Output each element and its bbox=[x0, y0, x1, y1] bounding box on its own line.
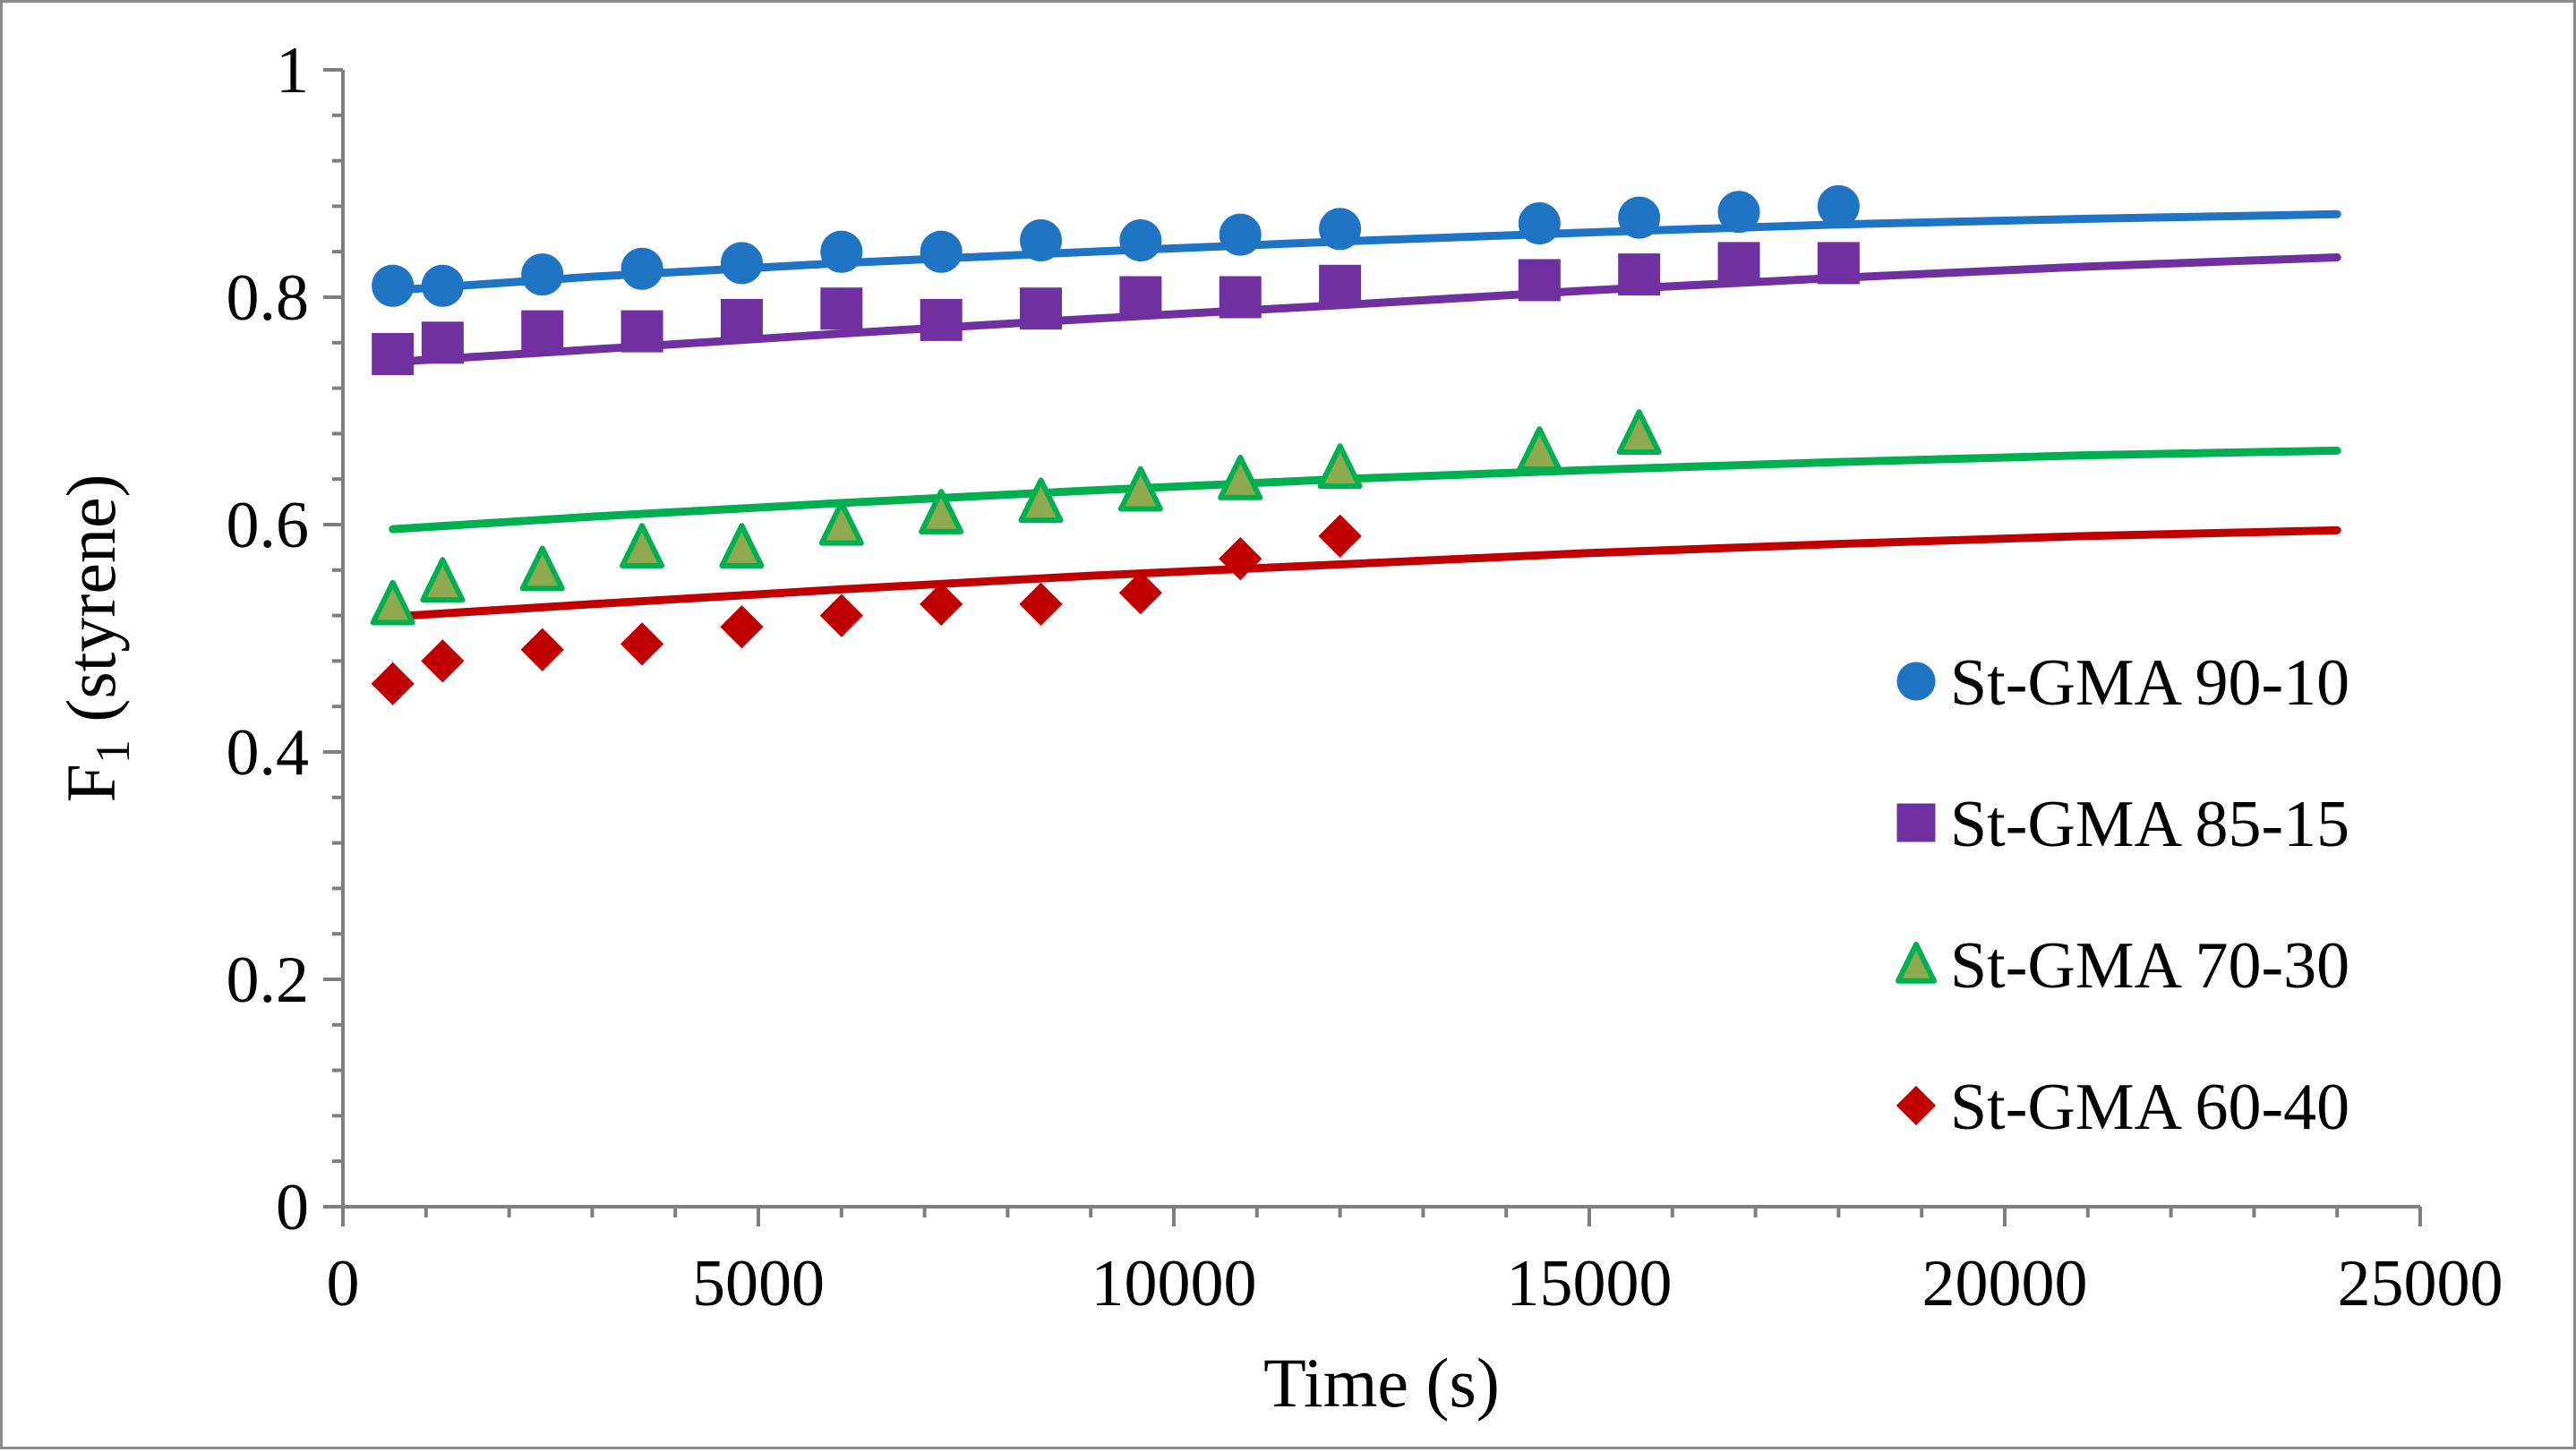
y-tick-label: 0.4 bbox=[227, 716, 310, 790]
data-point-series-2 bbox=[1119, 276, 1162, 319]
data-point-series-2 bbox=[1219, 276, 1262, 319]
data-point-series-3 bbox=[519, 545, 565, 592]
data-point-series-1 bbox=[1717, 191, 1760, 234]
legend-label-series-2: St-GMA 85-15 bbox=[1950, 788, 2349, 861]
data-point-series-4 bbox=[371, 662, 415, 705]
data-point-series-4 bbox=[819, 594, 863, 637]
data-point-series-2 bbox=[421, 321, 464, 364]
fit-line-series-3 bbox=[389, 446, 2341, 534]
data-point-series-1 bbox=[820, 230, 863, 273]
x-tick-label: 20000 bbox=[1922, 1247, 2088, 1320]
y-tick-label: 0 bbox=[276, 1171, 309, 1244]
x-tick-label: 10000 bbox=[1091, 1247, 1257, 1320]
data-point-series-1 bbox=[1119, 219, 1162, 261]
data-point-series-2 bbox=[372, 333, 415, 375]
y-axis-title-suffix: (styrene) bbox=[52, 474, 130, 739]
data-point-series-2 bbox=[820, 287, 863, 330]
data-point-series-1 bbox=[1319, 208, 1362, 251]
data-point-series-2 bbox=[1319, 264, 1362, 307]
data-point-series-3 bbox=[1616, 409, 1662, 455]
y-tick-label: 0.8 bbox=[227, 261, 310, 335]
data-point-series-1 bbox=[1219, 213, 1262, 256]
y-axis-title-main: F bbox=[52, 764, 130, 802]
data-point-series-3 bbox=[420, 557, 466, 603]
data-point-series-3 bbox=[719, 523, 765, 568]
data-point-series-1 bbox=[720, 242, 763, 285]
data-point-series-2 bbox=[1817, 242, 1860, 285]
data-point-series-3 bbox=[370, 579, 415, 626]
y-tick-label: 1 bbox=[276, 34, 309, 107]
data-point-series-1 bbox=[1618, 196, 1661, 239]
data-point-series-1 bbox=[521, 253, 564, 296]
data-point-series-1 bbox=[421, 264, 464, 307]
data-point-series-4 bbox=[1118, 571, 1163, 615]
data-point-series-4 bbox=[720, 605, 764, 649]
data-point-series-3 bbox=[620, 523, 665, 568]
data-point-series-1 bbox=[1020, 219, 1063, 261]
data-point-series-1 bbox=[920, 230, 963, 273]
x-axis-title: Time (s) bbox=[1263, 1344, 1500, 1422]
data-point-series-4 bbox=[1219, 536, 1262, 581]
data-point-series-2 bbox=[720, 298, 763, 341]
data-point-series-2 bbox=[620, 310, 663, 353]
data-point-series-4 bbox=[1019, 582, 1063, 627]
fit-line-series-4 bbox=[405, 525, 2341, 620]
data-point-series-4 bbox=[620, 622, 664, 666]
y-tick-label: 0.6 bbox=[227, 489, 310, 562]
legend-marker-series-3 bbox=[1896, 942, 1937, 984]
data-point-series-3 bbox=[919, 489, 964, 534]
x-tick-label: 15000 bbox=[1507, 1247, 1673, 1320]
data-point-series-2 bbox=[920, 298, 963, 341]
fit-line-series-1 bbox=[389, 209, 2341, 295]
data-point-series-3 bbox=[1218, 455, 1263, 500]
data-point-series-1 bbox=[1518, 201, 1561, 244]
data-point-series-2 bbox=[1518, 259, 1561, 302]
legend-marker-series-1 bbox=[1896, 662, 1936, 701]
data-point-series-3 bbox=[1018, 477, 1064, 524]
legend-marker-series-4 bbox=[1896, 1085, 1937, 1126]
legend-marker-series-2 bbox=[1896, 803, 1936, 842]
data-point-series-4 bbox=[1318, 514, 1362, 558]
data-point-series-3 bbox=[1117, 465, 1163, 512]
data-point-series-4 bbox=[520, 628, 564, 671]
data-point-series-3 bbox=[1517, 426, 1562, 473]
x-tick-label: 0 bbox=[327, 1247, 360, 1320]
legend-label-series-1: St-GMA 90-10 bbox=[1950, 646, 2349, 720]
y-axis-title: F1 (styrene) bbox=[52, 474, 140, 802]
x-tick-label: 25000 bbox=[2338, 1247, 2503, 1320]
data-point-series-3 bbox=[818, 500, 864, 546]
legend-label-series-4: St-GMA 60-40 bbox=[1950, 1071, 2349, 1144]
data-point-series-1 bbox=[372, 264, 415, 307]
x-tick-label: 5000 bbox=[692, 1247, 825, 1320]
data-point-series-4 bbox=[421, 639, 465, 683]
y-tick-label: 0.2 bbox=[227, 944, 310, 1017]
y-axis-title-subscript: 1 bbox=[86, 739, 140, 764]
data-point-series-2 bbox=[1618, 253, 1661, 296]
data-point-series-2 bbox=[521, 310, 564, 353]
data-point-series-2 bbox=[1717, 242, 1760, 285]
legend-label-series-3: St-GMA 70-30 bbox=[1950, 929, 2349, 1003]
data-point-series-3 bbox=[1317, 443, 1363, 490]
data-point-series-1 bbox=[1817, 184, 1860, 227]
data-point-series-4 bbox=[920, 582, 963, 627]
data-point-series-1 bbox=[620, 247, 663, 290]
data-point-series-2 bbox=[1020, 287, 1063, 330]
chart-svg: 0 0.2 0.4 0.6 0.8 1 0 5000 10000 15000 20000 25000 T… bbox=[52, 34, 2503, 1422]
